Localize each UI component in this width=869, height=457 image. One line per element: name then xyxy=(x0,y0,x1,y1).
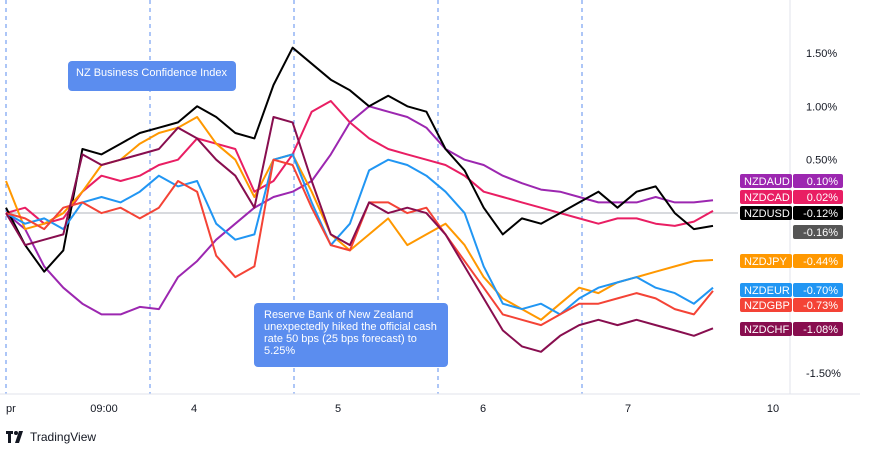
x-tick-label: 09:00 xyxy=(90,403,118,415)
x-tick-label: 5 xyxy=(335,403,341,415)
tradingview-footer[interactable]: TradingView xyxy=(6,430,96,444)
series-tags: NZDAUD 0.10% NZDCAD 0.02% NZDUSD -0.12% NZDJPY… xyxy=(740,174,843,336)
annotation-business-confidence: NZ Business Confidence Index xyxy=(68,61,236,91)
series-name-tag xyxy=(740,283,792,297)
series-line-nzdaud xyxy=(5,105,714,316)
x-axis: pr 09:00 4 5 6 7 10 xyxy=(6,403,779,415)
series-value-tag xyxy=(793,190,843,204)
series-line-nzdcad xyxy=(5,100,714,227)
series-value-tag xyxy=(793,283,843,297)
series-value-tag-label: -0.70% xyxy=(803,285,838,297)
series-value-tag xyxy=(793,298,843,312)
x-tick-label: pr xyxy=(6,403,16,415)
crosshair-value-tag xyxy=(793,225,843,239)
tradingview-logo-icon xyxy=(6,431,23,443)
x-tick-label: 7 xyxy=(625,403,631,415)
crosshair-value-tag-label: -0.16% xyxy=(803,227,838,239)
series-name-tag-label: NZDCHF xyxy=(744,324,789,336)
series-line-nzdjpy xyxy=(5,116,714,321)
annotation-text: NZ Business Confidence Index xyxy=(76,67,228,79)
series-name-tag-label: NZDJPY xyxy=(744,256,787,268)
series-value-tag-label: 0.10% xyxy=(807,176,838,188)
y-tick-label: 1.00% xyxy=(806,101,837,113)
series-name-tag-label: NZDCAD xyxy=(744,192,790,204)
y-tick-label: 0.50% xyxy=(806,155,837,167)
series-name-tag xyxy=(740,174,792,188)
series-name-tag xyxy=(740,322,792,336)
x-tick-label: 4 xyxy=(191,403,197,415)
series-line-nzdchf xyxy=(5,116,714,353)
series-value-tag xyxy=(793,254,843,268)
series-line-nzdgbp xyxy=(5,158,714,327)
series-name-tag-label: NZDEUR xyxy=(744,285,790,297)
series-name-tag xyxy=(740,298,792,312)
series-name-tag xyxy=(740,254,792,268)
series-line-nzdusd xyxy=(5,46,714,273)
series-name-tag xyxy=(740,206,792,220)
annotation-text: Reserve Bank of New Zealand unexpectedly… xyxy=(264,309,437,357)
series-name-tag-label: NZDAUD xyxy=(744,176,790,188)
series-name-tag xyxy=(740,190,792,204)
series-value-tag-label: -0.12% xyxy=(803,208,838,220)
series-value-tag-label: -1.08% xyxy=(803,324,838,336)
y-tick-label: -1.50% xyxy=(806,368,841,380)
series-value-tag-label: -0.44% xyxy=(803,256,838,268)
brand-name: TradingView xyxy=(30,430,97,444)
series-value-tag xyxy=(793,174,843,188)
y-tick-label: 1.50% xyxy=(806,48,837,60)
series-value-tag-label: -0.73% xyxy=(803,300,838,312)
series-name-tag-label: NZDGBP xyxy=(744,300,790,312)
x-tick-label: 6 xyxy=(480,403,486,415)
series-name-tag-label: NZDUSD xyxy=(744,208,790,220)
series-value-tag-label: 0.02% xyxy=(807,192,838,204)
y-axis: 1.50% 1.00% 0.50% -1.50% xyxy=(806,48,841,380)
series-value-tag xyxy=(793,206,843,220)
series-lines xyxy=(5,46,714,353)
series-value-tag xyxy=(793,322,843,336)
x-tick-label: 10 xyxy=(767,403,779,415)
series-line-nzdeur xyxy=(5,153,714,316)
annotation-rbnz-hike: Reserve Bank of New Zealand unexpectedly… xyxy=(254,303,448,367)
